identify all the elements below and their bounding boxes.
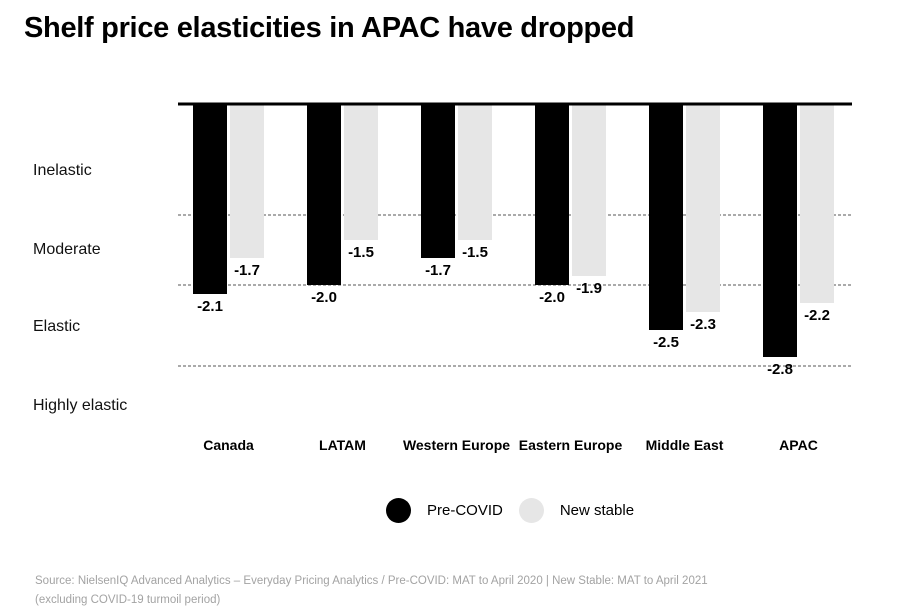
value-label-pre-covid: -2.5 [653,334,679,351]
value-label-pre-covid: -2.0 [539,289,565,306]
legend-swatch-new-stable [518,498,544,523]
bar-pre-covid [649,105,683,330]
bar-new-stable [458,105,492,240]
value-label-new-stable: -1.5 [462,244,488,261]
category-label: Middle East [646,437,724,453]
source-line-2: (excluding COVID-19 turmoil period) [35,594,221,606]
value-label-new-stable: -1.7 [234,262,260,279]
bar-pre-covid [421,105,455,258]
band-label-inelastic: Inelastic [33,162,92,179]
value-label-pre-covid: -2.0 [311,289,337,306]
value-label-pre-covid: -1.7 [425,262,451,279]
value-label-new-stable: -1.9 [576,280,602,297]
value-label-new-stable: -2.3 [690,316,716,333]
bar-new-stable [572,105,606,276]
category-label: Western Europe [403,437,510,453]
source-line-1: Source: NielsenIQ Advanced Analytics – E… [35,575,708,587]
bar-chart: -2.1 -1.7 Canada -2.0 -1.5 LATAM -1.7 -1.5 Weste… [178,102,852,453]
band-label-highly-elastic: Highly elastic [33,397,128,414]
category-label: Canada [203,437,254,453]
legend: Pre-COVID New stable [386,498,650,523]
bar-pre-covid [535,105,569,285]
bar-pre-covid [763,105,797,357]
legend-item-new-stable: New stable [518,498,635,523]
bar-new-stable [230,105,264,258]
category-label: APAC [779,437,818,453]
bar-pre-covid [193,105,227,294]
value-label-new-stable: -1.5 [348,244,374,261]
value-label-pre-covid: -2.8 [767,361,793,378]
source-note: Source: NielsenIQ Advanced Analytics – E… [35,572,708,610]
band-label-elastic: Elastic [33,318,81,335]
category-label: LATAM [319,437,366,453]
legend-item-pre-covid: Pre-COVID [386,498,503,523]
bar-new-stable [344,105,378,240]
legend-label-new-stable: New stable [559,502,635,519]
bar-new-stable [686,105,720,312]
bar-new-stable [800,105,834,303]
category-label: Eastern Europe [519,437,623,453]
chart-title: Shelf price elasticities in APAC have dr… [24,12,635,44]
legend-label-pre-covid: Pre-COVID [427,502,503,519]
band-label-moderate: Moderate [33,241,101,258]
legend-swatch-pre-covid [386,498,411,523]
value-label-new-stable: -2.2 [804,307,830,324]
value-label-pre-covid: -2.1 [197,298,223,315]
bar-pre-covid [307,105,341,285]
